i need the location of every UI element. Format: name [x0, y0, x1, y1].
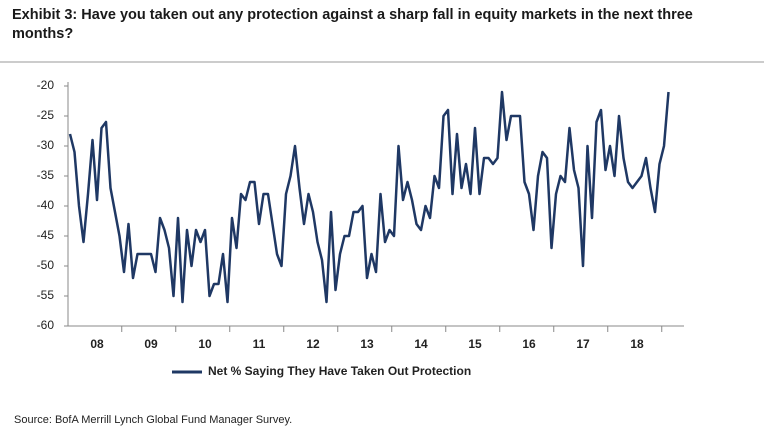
x-tick-label: 16 [522, 337, 536, 351]
y-tick-label: -25 [37, 108, 55, 122]
y-tick-label: -45 [37, 228, 55, 242]
x-tick-label: 17 [576, 337, 590, 351]
y-tick-label: -50 [37, 258, 55, 272]
y-tick-label: -55 [37, 288, 55, 302]
source: Source: BofA Merrill Lynch Global Fund M… [14, 414, 292, 426]
x-tick-label: 11 [253, 337, 266, 351]
y-tick-label: -60 [37, 318, 55, 332]
x-tick-label: 18 [630, 337, 644, 351]
x-tick-label: 12 [306, 337, 320, 351]
y-tick-label: -20 [37, 78, 55, 92]
x-tick-label: 08 [90, 337, 104, 351]
y-tick-label: -35 [37, 168, 55, 182]
series-line [68, 90, 670, 304]
chart-title: Exhibit 3: Have you taken out any protec… [12, 7, 693, 42]
y-tick-label: -40 [37, 198, 55, 212]
y-tick-label: -30 [37, 138, 55, 152]
x-tick-label: 09 [144, 337, 158, 351]
legend-label: Net % Saying They Have Taken Out Protect… [208, 364, 471, 378]
x-tick-label: 10 [198, 337, 212, 351]
x-tick-label: 13 [360, 337, 374, 351]
x-tick-label: 14 [414, 337, 428, 351]
x-tick-label: 15 [468, 337, 482, 351]
